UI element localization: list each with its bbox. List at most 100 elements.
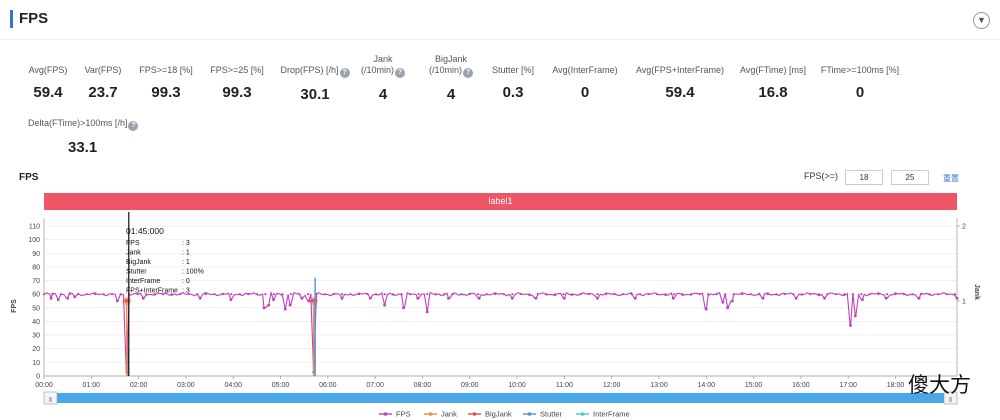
fps-point: [213, 293, 216, 296]
grip-icon: |||: [49, 397, 53, 403]
fps-point: [170, 293, 173, 296]
fps-point: [766, 293, 769, 296]
metric-value: 4: [446, 86, 456, 103]
fps-point: [434, 293, 437, 296]
metric-value: 33.1: [68, 139, 98, 156]
fps-point: [383, 293, 386, 296]
metric-1: Var(FPS) 23.7: [43, 65, 163, 101]
fps-point: [451, 293, 454, 296]
x-tick-label: 09:00: [461, 382, 479, 389]
y-tick-label: 80: [32, 264, 40, 271]
x-tick-label: 11:00: [556, 382, 573, 389]
section-header: FPS ▼: [0, 0, 1000, 40]
legend-label: Stutter: [540, 410, 563, 419]
threshold-low-input[interactable]: 18: [845, 170, 883, 185]
x-tick-label: 10:00: [508, 382, 526, 389]
chevron-down-icon[interactable]: ▼: [973, 12, 990, 29]
fps-point: [775, 293, 778, 296]
reset-link[interactable]: 重置: [943, 174, 959, 183]
metric-label: FPS>=18 [%]: [139, 65, 193, 75]
fps-point: [954, 293, 957, 296]
fps-point: [664, 293, 667, 296]
fps-point: [255, 293, 258, 296]
fps-point: [494, 293, 497, 296]
question-circle-icon[interactable]: ?: [339, 68, 350, 78]
fps-point: [809, 293, 812, 296]
y2-tick-label: 1: [962, 299, 966, 306]
fps-point: [690, 293, 693, 296]
fps-dip-point: [917, 296, 921, 300]
tooltip-value: : 0: [182, 278, 190, 285]
x-tick-label: 13:00: [650, 382, 668, 389]
metric-value: 59.4: [33, 84, 63, 101]
fps-point: [179, 293, 182, 296]
legend-swatch-dot: [580, 412, 585, 416]
fps-point: [621, 293, 625, 296]
fps-point: [93, 293, 97, 296]
x-tick-label: 01:00: [83, 382, 101, 389]
fps-dip-point: [884, 296, 888, 300]
fps-point: [153, 293, 156, 296]
fps-dip-point: [633, 296, 637, 300]
fps-point: [366, 293, 369, 296]
fps-point: [919, 293, 923, 296]
fps-dip-point: [300, 296, 304, 300]
fps-point: [196, 293, 199, 296]
threshold-label: FPS(>=): [804, 171, 839, 181]
fps-point: [332, 293, 335, 296]
fps-point: [783, 293, 786, 296]
fps-point: [724, 293, 727, 296]
fps-dip-point: [510, 296, 514, 300]
metric-6: BigJank (/10min)? 4: [391, 54, 511, 103]
tooltip-value: : 1: [182, 259, 190, 266]
fps-point: [758, 293, 761, 296]
fps-point: [306, 293, 310, 296]
y2-axis-label: Jank: [973, 284, 980, 300]
legend-swatch-dot: [383, 412, 388, 416]
x-tick-label: 14:00: [698, 382, 716, 389]
fps-dip-point: [534, 296, 538, 300]
metric-value: 0.3: [502, 84, 524, 101]
metric-label: Avg(FPS): [28, 65, 68, 75]
fps-point: [826, 293, 829, 296]
fps-dip-point: [447, 296, 450, 300]
fps-series-line: [43, 290, 958, 373]
fps-dip-point: [141, 296, 145, 300]
y-tick-label: 10: [32, 360, 40, 367]
fps-point: [136, 293, 139, 296]
fps-point: [502, 293, 505, 296]
y2-tick-label: 2: [962, 224, 966, 231]
fps-dip-point: [369, 296, 372, 300]
metric-value: 99.3: [222, 84, 252, 101]
fps-point: [834, 293, 837, 296]
tooltip-key: FPS: [126, 240, 140, 247]
metric-label: FTime>=100ms [%]: [820, 65, 900, 75]
question-circle-icon[interactable]: ?: [128, 121, 139, 131]
fps-point: [630, 293, 633, 296]
fps-point: [868, 293, 872, 296]
fps-point: [894, 293, 897, 296]
question-circle-icon[interactable]: ?: [463, 68, 473, 78]
x-tick-label: 00:00: [35, 382, 53, 389]
fps-dip-point: [288, 303, 292, 307]
tooltip-key: Stutter: [126, 269, 147, 276]
fps-dip-point: [383, 303, 387, 307]
fps-dip-point: [853, 314, 857, 318]
label-band[interactable]: label1: [44, 193, 957, 210]
question-circle-icon[interactable]: ?: [395, 68, 405, 78]
section-accent-bar: [10, 10, 13, 28]
legend-swatch-dot: [527, 412, 532, 416]
fps-point: [187, 293, 190, 296]
fps-point: [400, 293, 403, 296]
metric-label: Drop(FPS) [/h]?: [255, 65, 375, 78]
fps-point: [238, 293, 241, 296]
metric-value: 30.1: [300, 86, 330, 103]
fps-point: [843, 293, 846, 296]
y-axis-label: FPS: [11, 299, 18, 313]
fps-point: [272, 293, 276, 296]
threshold-high-input[interactable]: 25: [891, 170, 929, 185]
y-tick-label: 100: [28, 237, 40, 244]
fps-point: [681, 293, 684, 296]
fps-point: [323, 293, 327, 296]
tooltip-value: : 3: [182, 240, 190, 247]
